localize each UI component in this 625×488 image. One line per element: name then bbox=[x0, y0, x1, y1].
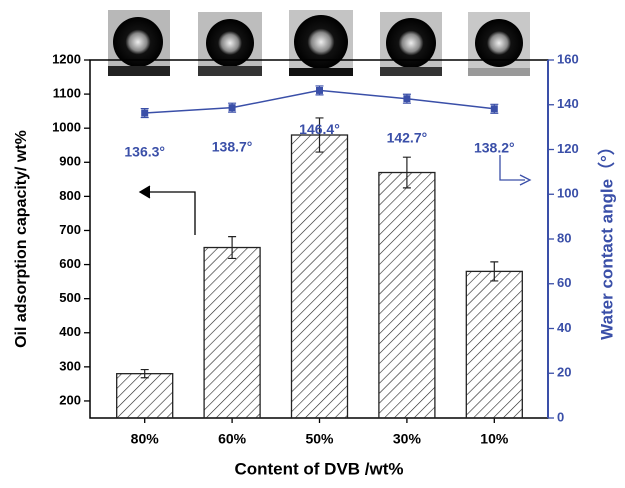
y-tick-label: 1000 bbox=[52, 120, 81, 135]
page: Content of DVB /wt% Oil adsorption capac… bbox=[0, 0, 625, 488]
bar bbox=[379, 173, 435, 418]
y-tick-label: 1100 bbox=[53, 86, 81, 101]
y-tick-label: 800 bbox=[59, 188, 81, 203]
x-tick-label: 30% bbox=[393, 431, 422, 447]
y-tick-label: 900 bbox=[59, 154, 81, 169]
y-tick-label: 600 bbox=[59, 256, 81, 271]
marker bbox=[403, 95, 410, 102]
value-label: 138.7° bbox=[212, 138, 253, 154]
y-tick-label: 700 bbox=[59, 222, 81, 237]
marker bbox=[491, 105, 498, 112]
bar bbox=[466, 271, 522, 418]
y2-tick-label: 160 bbox=[557, 51, 579, 66]
y-axis-label: Oil adsorption capacity/ wt% bbox=[13, 130, 30, 348]
value-label: 146.4° bbox=[299, 121, 340, 137]
y-tick-label: 300 bbox=[59, 358, 81, 373]
y-tick-label: 400 bbox=[59, 324, 81, 339]
y2-tick-label: 40 bbox=[557, 320, 571, 335]
x-axis-label: Content of DVB /wt% bbox=[234, 459, 403, 478]
marker bbox=[316, 87, 323, 94]
value-label: 142.7° bbox=[387, 129, 428, 145]
y2-tick-label: 80 bbox=[557, 230, 571, 245]
y2-axis-label: Water contact angle（°） bbox=[596, 138, 616, 340]
marker bbox=[141, 110, 148, 117]
y2-tick-label: 120 bbox=[557, 141, 579, 156]
chart: Content of DVB /wt% Oil adsorption capac… bbox=[0, 0, 625, 488]
value-label: 138.2° bbox=[474, 139, 515, 155]
y2-tick-label: 60 bbox=[557, 275, 571, 290]
y2-tick-label: 20 bbox=[557, 365, 571, 380]
marker bbox=[229, 104, 236, 111]
y2-tick-label: 100 bbox=[557, 186, 579, 201]
y2-tick-label: 0 bbox=[557, 409, 564, 424]
x-tick-label: 60% bbox=[218, 431, 247, 447]
value-label: 136.3° bbox=[124, 144, 165, 160]
y2-tick-label: 140 bbox=[557, 96, 579, 111]
y-tick-label: 500 bbox=[59, 290, 81, 305]
x-tick-label: 10% bbox=[480, 431, 509, 447]
y-tick-label: 1200 bbox=[52, 51, 81, 66]
y-tick-label: 200 bbox=[59, 392, 81, 407]
bar bbox=[204, 248, 260, 418]
bar bbox=[292, 135, 348, 418]
droplet-photos bbox=[108, 10, 530, 76]
bar bbox=[117, 374, 173, 418]
x-tick-label: 50% bbox=[305, 431, 334, 447]
x-tick-label: 80% bbox=[131, 431, 160, 447]
